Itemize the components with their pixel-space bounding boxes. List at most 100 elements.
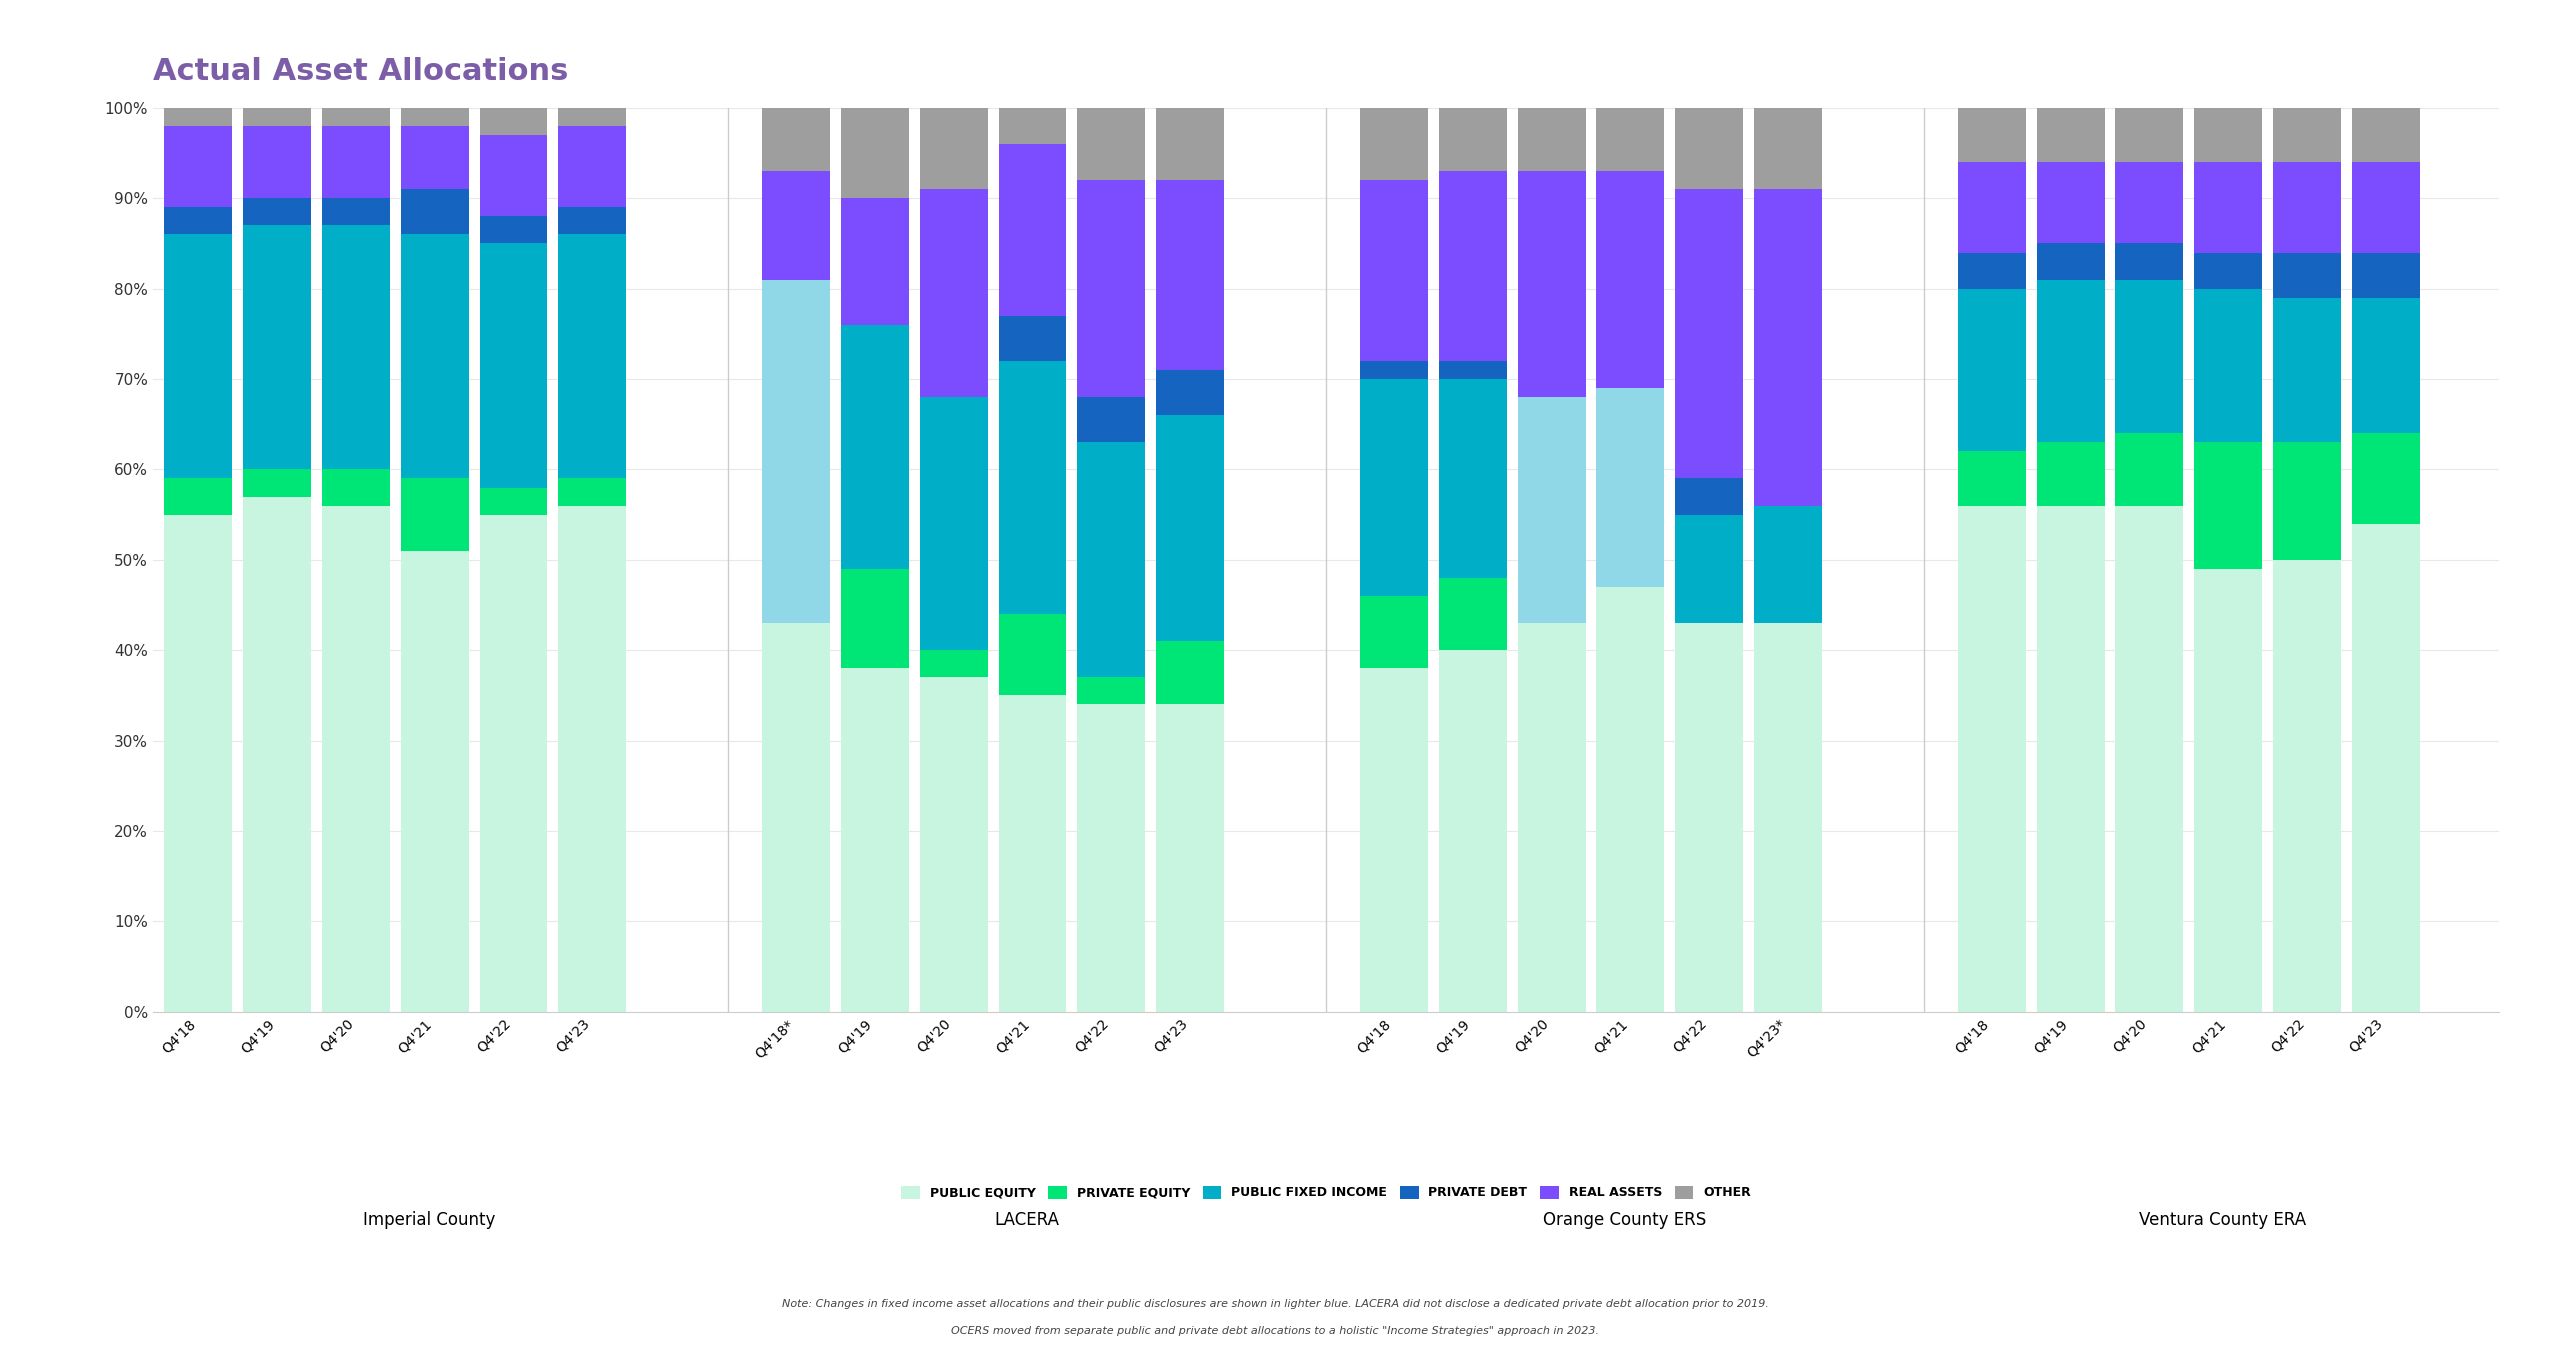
- Bar: [479, 514, 548, 1012]
- Bar: [2116, 243, 2183, 279]
- Bar: [2037, 506, 2104, 1012]
- Bar: [242, 225, 311, 469]
- Bar: [2193, 569, 2262, 1012]
- Bar: [1155, 370, 1224, 415]
- Bar: [1517, 171, 1586, 397]
- Bar: [2272, 560, 2341, 1012]
- Bar: [1675, 108, 1744, 189]
- Bar: [1359, 362, 1428, 379]
- Bar: [1359, 379, 1428, 596]
- Bar: [1517, 623, 1586, 1012]
- Bar: [2116, 279, 2183, 433]
- Bar: [1438, 362, 1507, 379]
- Bar: [2037, 108, 2104, 162]
- Bar: [2193, 289, 2262, 442]
- Bar: [558, 108, 627, 125]
- Bar: [2272, 252, 2341, 298]
- Bar: [1596, 389, 1665, 587]
- Bar: [1958, 452, 2025, 506]
- Bar: [1155, 704, 1224, 1012]
- Bar: [2351, 252, 2420, 298]
- Bar: [1000, 316, 1066, 362]
- Bar: [1958, 506, 2025, 1012]
- Bar: [1155, 641, 1224, 704]
- Bar: [479, 243, 548, 487]
- Text: Orange County ERS: Orange County ERS: [1543, 1210, 1706, 1229]
- Bar: [762, 171, 831, 279]
- Bar: [2116, 506, 2183, 1012]
- Bar: [921, 397, 987, 650]
- Bar: [2272, 298, 2341, 442]
- Bar: [2351, 162, 2420, 252]
- Text: LACERA: LACERA: [994, 1210, 1061, 1229]
- Bar: [163, 235, 232, 479]
- Bar: [2037, 162, 2104, 243]
- Bar: [1076, 181, 1145, 397]
- Bar: [1958, 252, 2025, 289]
- Bar: [558, 479, 627, 506]
- Bar: [242, 496, 311, 1012]
- Bar: [1359, 108, 1428, 181]
- Bar: [321, 198, 390, 225]
- Bar: [400, 108, 469, 125]
- Bar: [479, 108, 548, 135]
- Bar: [842, 668, 908, 1012]
- Bar: [242, 108, 311, 125]
- Bar: [2272, 162, 2341, 252]
- Bar: [400, 125, 469, 189]
- Bar: [1675, 189, 1744, 479]
- Bar: [2116, 433, 2183, 506]
- Bar: [2037, 243, 2104, 279]
- Bar: [842, 325, 908, 569]
- Bar: [321, 469, 390, 506]
- Bar: [762, 623, 831, 1012]
- Bar: [1155, 415, 1224, 641]
- Bar: [558, 208, 627, 235]
- Bar: [321, 225, 390, 469]
- Bar: [1438, 171, 1507, 362]
- Bar: [2272, 108, 2341, 162]
- Bar: [163, 108, 232, 125]
- Bar: [321, 506, 390, 1012]
- Bar: [1000, 696, 1066, 1012]
- Bar: [2351, 108, 2420, 162]
- Bar: [1958, 108, 2025, 162]
- Bar: [321, 125, 390, 198]
- Bar: [921, 189, 987, 397]
- Bar: [1438, 650, 1507, 1012]
- Bar: [842, 198, 908, 325]
- Bar: [163, 514, 232, 1012]
- Bar: [1675, 479, 1744, 514]
- Bar: [242, 198, 311, 225]
- Bar: [400, 479, 469, 550]
- Bar: [1000, 108, 1066, 144]
- Bar: [1359, 668, 1428, 1012]
- Bar: [1359, 596, 1428, 668]
- Bar: [2351, 298, 2420, 433]
- Bar: [1155, 181, 1224, 370]
- Bar: [242, 469, 311, 496]
- Bar: [2037, 279, 2104, 442]
- Bar: [163, 125, 232, 208]
- Bar: [558, 506, 627, 1012]
- Bar: [2116, 108, 2183, 162]
- Bar: [163, 208, 232, 235]
- Bar: [1675, 514, 1744, 623]
- Bar: [400, 189, 469, 235]
- Bar: [479, 216, 548, 243]
- Bar: [2272, 442, 2341, 560]
- Bar: [1438, 379, 1507, 577]
- Bar: [1754, 623, 1821, 1012]
- Bar: [842, 108, 908, 198]
- Bar: [762, 279, 831, 623]
- Bar: [1517, 108, 1586, 171]
- Bar: [1076, 442, 1145, 677]
- Bar: [1675, 623, 1744, 1012]
- Legend: PUBLIC EQUITY, PRIVATE EQUITY, PUBLIC FIXED INCOME, PRIVATE DEBT, REAL ASSETS, O: PUBLIC EQUITY, PRIVATE EQUITY, PUBLIC FI…: [895, 1180, 1757, 1205]
- Bar: [2351, 433, 2420, 523]
- Bar: [2193, 108, 2262, 162]
- Bar: [921, 108, 987, 189]
- Bar: [921, 677, 987, 1012]
- Bar: [163, 479, 232, 514]
- Bar: [1754, 108, 1821, 189]
